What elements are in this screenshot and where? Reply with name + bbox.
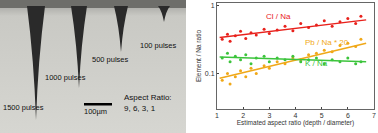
svg-text:Aspect Ratio:: Aspect Ratio:	[124, 93, 172, 102]
svg-text:1: 1	[211, 2, 215, 9]
svg-text:2: 2	[241, 112, 245, 119]
svg-text:4: 4	[294, 112, 298, 119]
svg-text:1: 1	[215, 112, 219, 119]
svg-text:K / Na: K / Na	[305, 59, 328, 68]
svg-text:9, 6, 3, 1: 9, 6, 3, 1	[124, 104, 156, 113]
svg-text:0.1: 0.1	[205, 70, 215, 77]
svg-text:5: 5	[320, 112, 324, 119]
svg-text:6: 6	[346, 112, 350, 119]
svg-text:Element / Na ratio: Element / Na ratio	[195, 30, 202, 82]
svg-text:1500 pulses: 1500 pulses	[3, 103, 44, 112]
svg-text:Pb / Na * 20: Pb / Na * 20	[305, 38, 349, 47]
svg-text:Cl / Na: Cl / Na	[266, 12, 291, 21]
svg-text:100µm: 100µm	[84, 107, 107, 116]
svg-text:7: 7	[372, 112, 376, 119]
svg-text:Estimated aspect ratio (depth: Estimated aspect ratio (depth / diameter…	[237, 119, 354, 127]
svg-text:3: 3	[267, 112, 271, 119]
svg-text:1000 pulses: 1000 pulses	[45, 73, 86, 82]
svg-text:100 pulses: 100 pulses	[140, 41, 177, 50]
svg-text:500 pulses: 500 pulses	[92, 55, 129, 64]
